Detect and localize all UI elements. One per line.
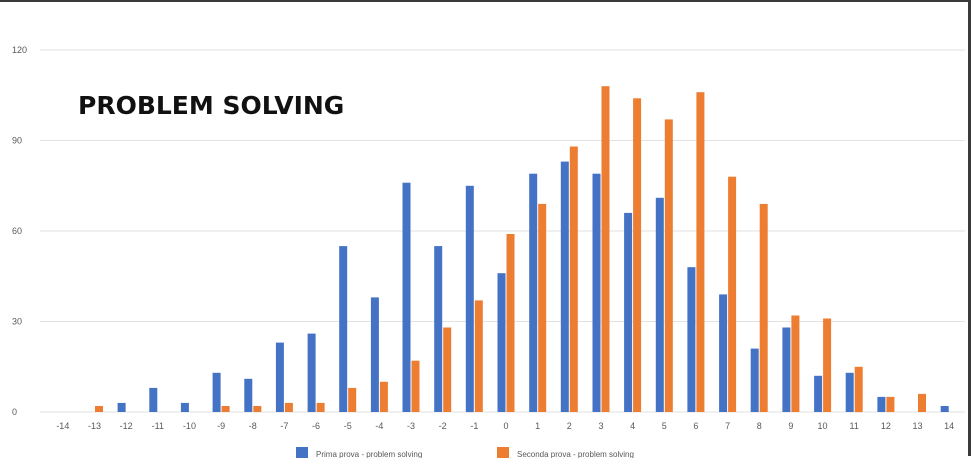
- legend-label: Prima prova - problem solving: [316, 450, 422, 458]
- x-tick-label: 7: [725, 421, 730, 431]
- bar: [497, 273, 506, 412]
- bar: [592, 173, 601, 412]
- bar: [244, 378, 253, 412]
- bar: [560, 161, 569, 412]
- bar: [791, 315, 800, 412]
- x-tick-label: 6: [693, 421, 698, 431]
- x-tick-label: -11: [152, 421, 164, 431]
- x-tick-label: 11: [850, 421, 859, 431]
- x-tick-label: -4: [375, 421, 383, 431]
- legend-label: Seconda prova - problem solving: [517, 450, 634, 458]
- y-tick-label: 120: [12, 45, 27, 55]
- chart-title: PROBLEM SOLVING: [78, 91, 344, 120]
- bar: [814, 375, 823, 412]
- bar: [624, 212, 633, 412]
- x-tick-label: 1: [535, 421, 540, 431]
- bar: [275, 342, 284, 412]
- bar: [750, 348, 759, 412]
- bar: [845, 372, 854, 412]
- bar: [379, 381, 388, 412]
- x-tick-label: 3: [598, 421, 603, 431]
- legend-swatch: [497, 447, 509, 458]
- bar: [402, 182, 411, 412]
- bar: [221, 406, 230, 412]
- bar: [474, 300, 483, 412]
- bar: [569, 146, 578, 412]
- bar: [284, 402, 293, 412]
- x-tick-label: -9: [217, 421, 225, 431]
- x-tick-label: 0: [503, 421, 508, 431]
- x-tick-label: -6: [312, 421, 320, 431]
- bar: [411, 360, 420, 412]
- x-tick-label: 14: [944, 421, 954, 431]
- gridlines: [40, 49, 965, 413]
- x-axis-tick-labels: -14 -13 -12 -11 -10 -9 -8 -7 -6 -5 -4 -3 -2 -1 0 1 2 3 4 5 6…: [56, 421, 954, 431]
- bar: [316, 402, 325, 412]
- bar: [253, 406, 262, 412]
- x-tick-label: -2: [439, 421, 447, 431]
- legend: Prima prova - problem solving Seconda pro…: [296, 447, 634, 458]
- bar: [918, 393, 926, 412]
- bar: [782, 327, 791, 412]
- x-tick-label: 2: [567, 421, 572, 431]
- bar-series: [95, 86, 949, 413]
- x-tick-label: -8: [249, 421, 257, 431]
- y-tick-label: 60: [12, 226, 22, 236]
- bar: [877, 396, 886, 412]
- x-tick-label: -1: [470, 421, 478, 431]
- bar: [687, 267, 696, 412]
- x-tick-label: -13: [88, 421, 101, 431]
- x-tick-label: 8: [757, 421, 762, 431]
- bar: [696, 92, 705, 412]
- bar: [886, 396, 895, 412]
- x-tick-label: -7: [280, 421, 288, 431]
- bar: [465, 185, 474, 413]
- x-tick-label: 12: [881, 421, 891, 431]
- bar: [370, 297, 379, 412]
- bar: [212, 372, 221, 412]
- bar: [854, 366, 863, 413]
- y-tick-label: 90: [12, 136, 22, 146]
- x-tick-label: 5: [662, 421, 667, 431]
- y-tick-label: 0: [12, 407, 17, 417]
- bar: [180, 402, 189, 412]
- x-tick-label: -3: [407, 421, 415, 431]
- bar: [664, 119, 673, 413]
- bar: [434, 246, 443, 412]
- x-tick-label: 9: [788, 421, 793, 431]
- bar: [759, 203, 768, 412]
- x-tick-label: -14: [56, 421, 69, 431]
- x-tick-label: 10: [818, 421, 828, 431]
- x-tick-label: -5: [344, 421, 352, 431]
- bar: [823, 318, 832, 412]
- legend-swatch: [296, 447, 308, 458]
- bar: [529, 173, 538, 412]
- x-tick-label: -10: [183, 421, 196, 431]
- bar: [149, 387, 158, 412]
- x-tick-label: -12: [120, 421, 133, 431]
- bar: [95, 406, 103, 412]
- bar: [443, 327, 452, 412]
- bar: [117, 402, 126, 412]
- y-axis-tick-labels: 0 30 60 90 120: [12, 45, 27, 417]
- bar: [538, 203, 547, 412]
- bar: [719, 294, 728, 412]
- bar: [940, 406, 949, 412]
- bar: [655, 197, 664, 412]
- bar: [601, 86, 610, 412]
- x-tick-label: 4: [630, 421, 635, 431]
- bar: [728, 176, 737, 412]
- x-tick-label: 13: [913, 421, 923, 431]
- y-tick-label: 30: [12, 317, 22, 327]
- bar: [339, 246, 348, 412]
- bar: [348, 387, 357, 412]
- bar: [633, 98, 642, 413]
- bar: [506, 234, 515, 412]
- bar: [307, 333, 316, 412]
